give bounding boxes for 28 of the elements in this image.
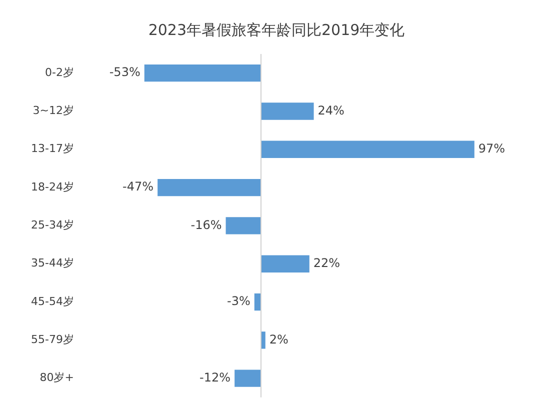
bar — [260, 140, 474, 158]
bar — [260, 102, 314, 120]
bar — [158, 178, 261, 196]
data-label: 97% — [478, 142, 506, 156]
data-label: -16% — [190, 218, 222, 232]
bar — [144, 64, 261, 82]
data-label: 24% — [318, 103, 344, 118]
data-label: 22% — [313, 256, 340, 270]
data-label: -47% — [122, 180, 154, 194]
chart-title: 2023年暑假旅客年龄同比2019年变化 — [148, 20, 405, 39]
bar — [260, 255, 310, 272]
y-tick-label: 13-17岁 — [30, 142, 74, 156]
data-label: -3% — [227, 294, 250, 308]
y-tick-label: 3~12岁 — [32, 104, 74, 118]
y-tick-label: 18-24岁 — [30, 180, 74, 194]
y-tick-label: 35-44岁 — [30, 256, 74, 270]
data-label: 2% — [269, 332, 288, 346]
bar — [234, 370, 261, 387]
data-label: -12% — [200, 370, 231, 384]
data-label: -53% — [109, 65, 140, 80]
y-tick-label: 0-2岁 — [44, 66, 74, 79]
bar — [226, 217, 261, 234]
y-tick-label: 55-79岁 — [30, 333, 74, 346]
bar — [260, 332, 266, 349]
y-tick-label: 25-34岁 — [30, 218, 74, 232]
y-tick-label: 80岁+ — [40, 371, 74, 384]
y-tick-label: 45-54岁 — [30, 294, 74, 308]
bar — [254, 293, 261, 311]
